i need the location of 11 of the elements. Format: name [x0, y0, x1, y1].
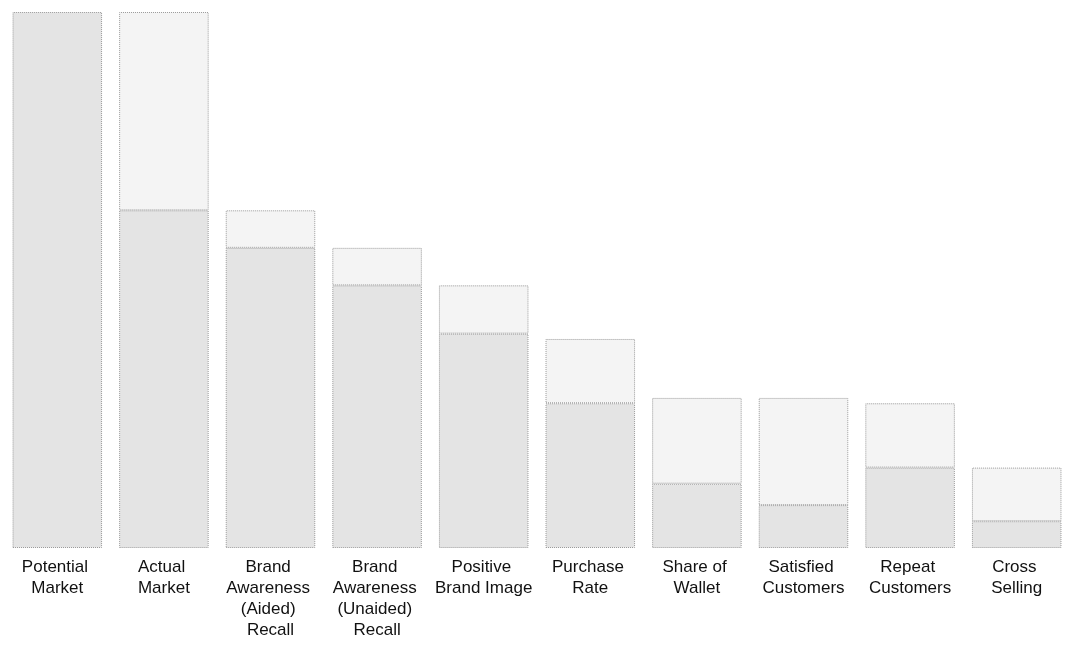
x-tick-label: Actual Market [137, 557, 191, 597]
x-tick-label: Share of Wallet [662, 557, 732, 597]
x-tick-label: Cross Selling [991, 557, 1043, 597]
x-tick-label: Brand Awareness (Unaided) Recall [332, 557, 422, 639]
x-tick-label: Satisfied Customers [762, 557, 845, 597]
x-tick-label: Repeat Customers [869, 557, 952, 597]
x-tick-label: Brand Awareness (Aided) Recall [226, 557, 315, 639]
x-tick-label: Positive Brand Image [435, 557, 533, 597]
bar [12, 12, 103, 548]
x-tick-label: Purchase Rate [552, 557, 629, 597]
x-tick-label: Potential Market [21, 557, 93, 597]
